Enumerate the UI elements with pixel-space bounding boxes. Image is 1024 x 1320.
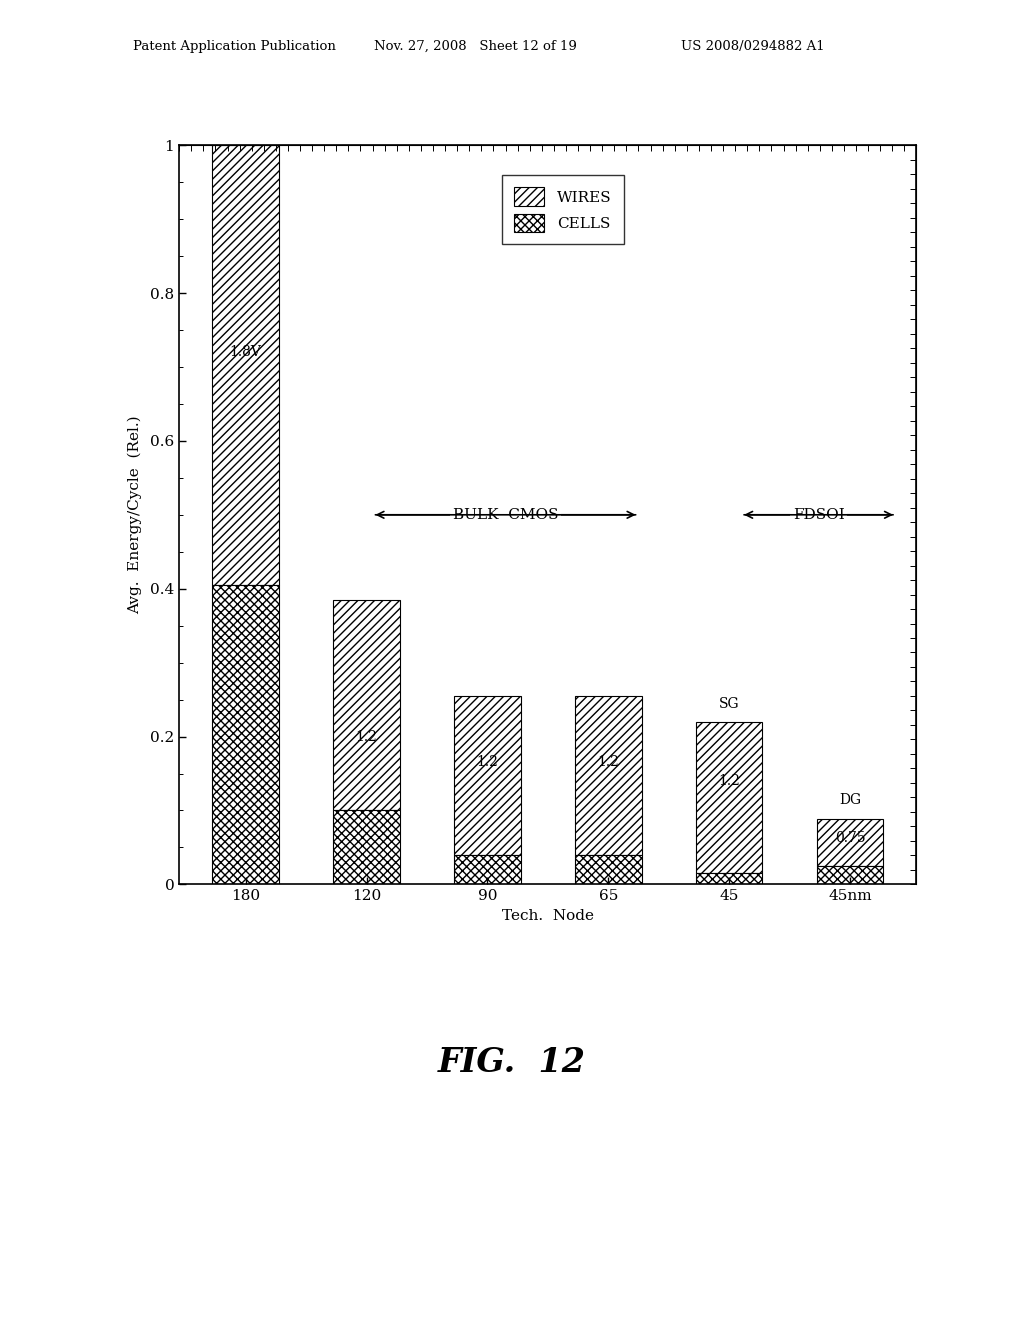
Legend: WIRES, CELLS: WIRES, CELLS — [502, 176, 624, 244]
Text: 0.75: 0.75 — [835, 830, 865, 845]
Text: FDSOI: FDSOI — [793, 508, 845, 521]
Text: Patent Application Publication: Patent Application Publication — [133, 40, 336, 53]
Bar — [455, 696, 520, 855]
Text: 1.8V: 1.8V — [229, 345, 261, 359]
Text: BULK  CMOS: BULK CMOS — [453, 508, 558, 521]
Text: 1.2: 1.2 — [476, 755, 499, 770]
Text: 1.2: 1.2 — [355, 730, 378, 743]
Bar — [817, 866, 884, 884]
Bar — [817, 820, 884, 866]
Text: 1.2: 1.2 — [597, 755, 620, 770]
Bar — [575, 696, 641, 855]
X-axis label: Tech.  Node: Tech. Node — [502, 908, 594, 923]
Text: 1.2: 1.2 — [718, 774, 740, 788]
Text: Nov. 27, 2008   Sheet 12 of 19: Nov. 27, 2008 Sheet 12 of 19 — [374, 40, 577, 53]
Bar — [212, 585, 279, 884]
Bar — [575, 855, 641, 884]
Bar — [333, 599, 399, 810]
Bar — [696, 722, 763, 874]
Bar — [696, 874, 763, 884]
Text: US 2008/0294882 A1: US 2008/0294882 A1 — [681, 40, 824, 53]
Bar — [455, 855, 520, 884]
Bar — [212, 145, 279, 585]
Bar — [333, 810, 399, 884]
Text: FIG.  12: FIG. 12 — [438, 1045, 586, 1080]
Y-axis label: Avg.  Energy/Cycle  (Rel.): Avg. Energy/Cycle (Rel.) — [127, 416, 141, 614]
Text: DG: DG — [839, 793, 861, 807]
Text: SG: SG — [719, 697, 739, 710]
